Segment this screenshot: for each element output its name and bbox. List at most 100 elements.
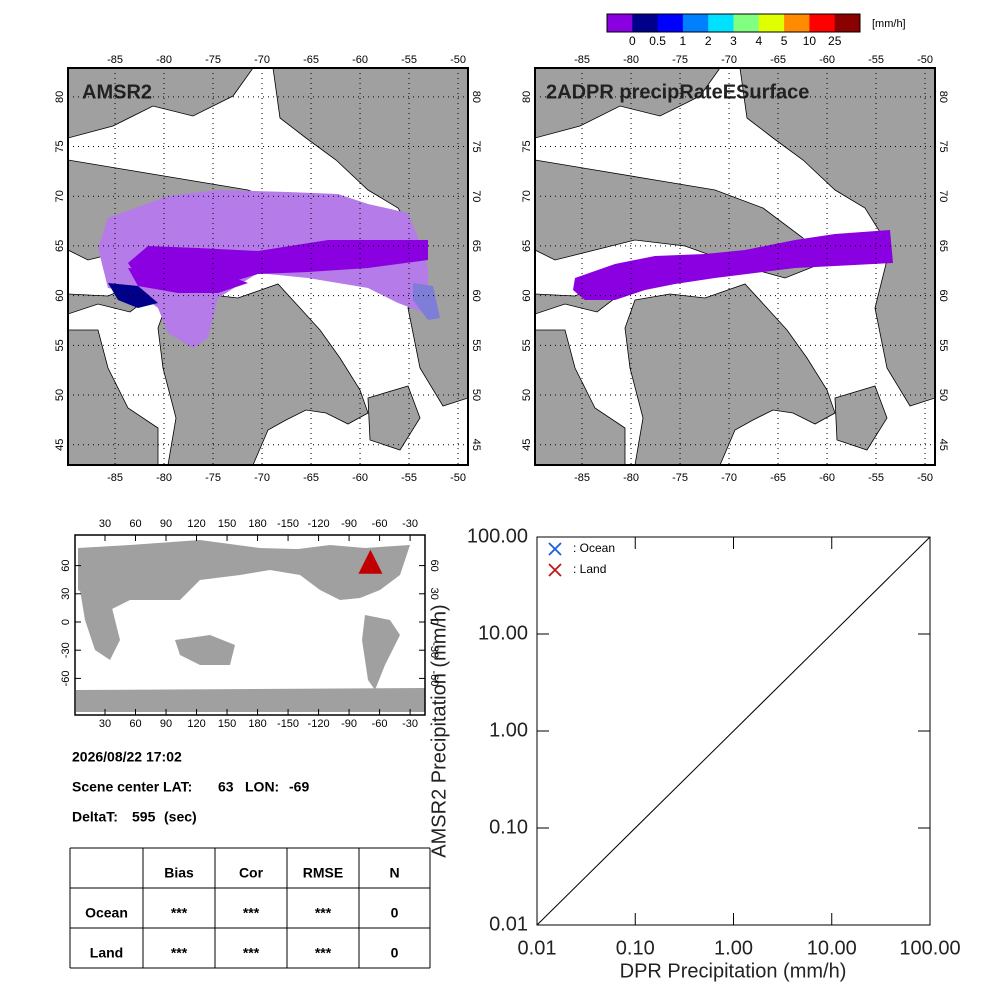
y-tick-label: 70 xyxy=(470,190,482,202)
x-tick-label: -65 xyxy=(303,472,319,484)
y-tick-label: 0.01 xyxy=(489,913,528,935)
x-tick-label: 120 xyxy=(187,518,205,530)
colorbar-unit: [mm/h] xyxy=(872,18,906,30)
x-tick-label: -90 xyxy=(341,718,357,730)
x-tick-label: -60 xyxy=(372,518,388,530)
x-tick-label: 30 xyxy=(99,718,111,730)
legend-marker xyxy=(548,563,562,577)
x-tick-label: -55 xyxy=(401,54,417,66)
y-tick-label: 60 xyxy=(54,290,66,302)
legend-label: : Land xyxy=(573,562,606,576)
y-tick-label: -30 xyxy=(428,642,440,658)
y-tick-label: 60 xyxy=(521,290,533,302)
y-tick-label: 70 xyxy=(54,190,66,202)
table-cell: *** xyxy=(171,945,188,961)
x-tick-label: 90 xyxy=(160,718,172,730)
map-title: AMSR2 xyxy=(82,81,152,103)
x-tick-label: 120 xyxy=(187,718,205,730)
x-tick-label: -75 xyxy=(672,472,688,484)
x-tick-label: -85 xyxy=(107,54,123,66)
y-tick-label: 60 xyxy=(60,559,72,571)
x-tick-label: 180 xyxy=(248,718,266,730)
x-tick-label: 150 xyxy=(218,518,236,530)
table-header: Bias xyxy=(164,865,194,881)
table-header: Cor xyxy=(239,865,264,881)
x-tick-label: -60 xyxy=(819,54,835,66)
y-tick-label: 50 xyxy=(937,389,949,401)
table-cell: *** xyxy=(315,905,332,921)
x-tick-label: -85 xyxy=(574,472,590,484)
x-tick-label: -65 xyxy=(770,54,786,66)
lat-value: 63 xyxy=(218,779,234,795)
scatter-plot: DPR Precipitation (mm/h) AMSR2 Precipita… xyxy=(428,536,931,982)
colorbar-label: 4 xyxy=(755,34,762,48)
x-axis-label: DPR Precipitation (mm/h) xyxy=(620,960,847,982)
row-label: Ocean xyxy=(85,905,128,921)
legend-label: : Ocean xyxy=(573,541,615,555)
delta-unit: (sec) xyxy=(164,809,197,825)
table-cell: *** xyxy=(243,945,260,961)
table-cell: 0 xyxy=(391,945,399,961)
y-tick-label: 60 xyxy=(937,290,949,302)
colorbar-swatch xyxy=(809,14,836,32)
y-tick-label: 65 xyxy=(521,240,533,252)
lon-value: -69 xyxy=(289,779,309,795)
x-tick-label: -75 xyxy=(672,54,688,66)
x-tick-label: 0.10 xyxy=(616,937,655,959)
delta-label: DeltaT: xyxy=(72,809,118,825)
y-tick-label: 45 xyxy=(470,439,482,451)
colorbar-label: 25 xyxy=(828,34,842,48)
x-tick-label: -50 xyxy=(450,54,466,66)
y-tick-label: 75 xyxy=(521,140,533,152)
table-header: N xyxy=(389,865,399,881)
colorbar-swatch xyxy=(708,14,734,32)
x-tick-label: -60 xyxy=(819,472,835,484)
x-tick-label: -85 xyxy=(574,54,590,66)
x-tick-label: -65 xyxy=(303,54,319,66)
x-tick-label: -55 xyxy=(401,472,417,484)
y-tick-label: 55 xyxy=(937,339,949,351)
x-tick-label: -70 xyxy=(254,472,270,484)
stats-table: Bias Cor RMSE N Ocean *** *** *** 0 Land *** *** ***… xyxy=(69,847,431,969)
y-tick-label: 80 xyxy=(54,91,66,103)
colorbar-swatch xyxy=(834,14,861,32)
datetime: 2026/08/22 17:02 xyxy=(72,749,182,765)
lat-label: Scene center LAT: xyxy=(72,779,192,795)
x-tick-label: -60 xyxy=(352,54,368,66)
x-tick-label: -65 xyxy=(770,472,786,484)
x-tick-label: -70 xyxy=(721,472,737,484)
y-tick-label: 80 xyxy=(470,91,482,103)
x-tick-label: -75 xyxy=(205,472,221,484)
table-cell: *** xyxy=(315,945,332,961)
colorbar-label: 3 xyxy=(730,34,737,48)
y-tick-label: -30 xyxy=(60,642,72,658)
y-tick-label: 0 xyxy=(428,619,440,625)
x-tick-label: -150 xyxy=(277,718,299,730)
x-tick-label: -50 xyxy=(917,472,933,484)
x-tick-label: -120 xyxy=(308,718,330,730)
colorbar-swatch xyxy=(657,14,684,32)
y-axis-label: AMSR2 Precipitation (mm/h) xyxy=(428,604,450,857)
x-tick-label: -80 xyxy=(156,472,172,484)
x-tick-label: -75 xyxy=(205,54,221,66)
colorbar-label: 10 xyxy=(803,34,817,48)
row-label: Land xyxy=(90,945,123,961)
y-tick-label: 55 xyxy=(521,339,533,351)
y-tick-label: 50 xyxy=(470,389,482,401)
y-tick-label: 45 xyxy=(937,439,949,451)
colorbar-swatch xyxy=(733,14,760,32)
y-tick-label: 60 xyxy=(470,290,482,302)
x-tick-label: 100.00 xyxy=(899,937,960,959)
y-tick-label: 70 xyxy=(937,190,949,202)
x-tick-label: -80 xyxy=(156,54,172,66)
x-tick-label: 1.00 xyxy=(714,937,753,959)
y-tick-label: 45 xyxy=(54,439,66,451)
y-tick-label: 75 xyxy=(54,140,66,152)
precip-field xyxy=(573,230,893,300)
x-tick-label: -30 xyxy=(402,718,418,730)
y-tick-label: 0 xyxy=(60,619,72,625)
colorbar-frame xyxy=(606,13,861,33)
map-title: 2ADPR precipRateESurface xyxy=(546,81,809,103)
x-tick-label: -80 xyxy=(623,54,639,66)
